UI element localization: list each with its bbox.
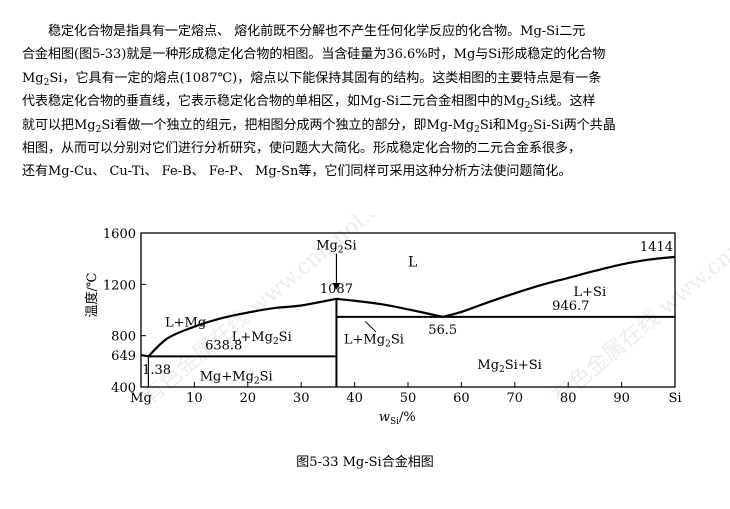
x-tick-label: Si [668,391,681,406]
text-run: Si，它具有一定的熔点(1087℃)，熔点以下能保持其固有的结构。这类相图的主要… [49,70,602,86]
region-leader-line [364,321,377,333]
x-tick-label: 60 [453,391,470,406]
text-run: 合金相图(图5-33)就是一种形成稳定化合物的相图。当含硅量为36.6%时，Mg… [22,47,606,63]
x-tick-label: Mg [130,391,152,406]
paragraph-line: 合金相图(图5-33)就是一种形成稳定化合物的相图。当含硅量为36.6%时，Mg… [22,43,712,66]
region-label: L [408,254,417,270]
label-part: Mg+Mg [200,370,254,385]
paragraph-line: 还有Mg-Cu、 Cu-Ti、 Fe-B、 Fe-P、 Mg-Sn等，它们同样可… [22,160,712,183]
text-run: Si看做一个独立的组元，把相图分成两个独立的部分，即Mg-Mg [101,117,475,133]
x-tick-label: 20 [240,391,257,406]
melting-point-label-si: 1414 [640,240,673,255]
y-axis-label: 温度/℃ [84,273,100,318]
label-part: Si [391,332,404,347]
x-axis-label: wSi/% [379,410,416,427]
text-run: 代表稳定化合物的垂直线，它表示稳定化合物的单相区，如Mg-Si二元合金相图中的M… [22,94,525,110]
text-run: Si和Mg [479,117,528,133]
compound-label: Mg2Si [316,239,356,256]
subscript: 2 [527,124,534,135]
y-tick-label: 1200 [103,278,136,293]
paragraph-line: 稳定化合物是指具有一定熔点、 熔化前既不分解也不产生任何化学反应的化合物。Mg-… [22,20,712,43]
subscript: 2 [474,124,480,135]
paragraph-line: Mg2Si，它具有一定的熔点(1087℃)，熔点以下能保持其固有的结构。这类相图… [22,67,712,90]
eutectic-temp-label-1: 638.8 [205,338,242,353]
eutectic-comp-label-2: 56.5 [428,323,457,338]
region-label: L+Mg [165,316,206,331]
label-subscript: 2 [385,339,391,349]
label-part: Mg [477,358,499,373]
text-run: 稳定化合物是指具有一定熔点、 熔化前既不分解也不产生任何化学反应的化合物。Mg-… [48,24,586,39]
liquidus-curve [336,297,443,318]
mg-si-phase-diagram: 有色金属在线 www.cnmnol.com 有色金属在线 www.cnmnol.c… [84,215,730,427]
subscript: 2 [43,77,50,88]
x-tick-label: 10 [186,391,203,406]
body-paragraph: 稳定化合物是指具有一定熔点、 熔化前既不分解也不产生任何化学反应的化合物。Mg-… [22,20,712,184]
eutectic-temp-label-2: 946.7 [552,299,589,314]
label-subscript: 2 [254,377,260,387]
melting-point-label-mg: 649 [111,349,136,364]
label-part: Si+Si [505,358,542,373]
mg-solvus-line [140,354,149,358]
x-tick-label: 70 [507,391,524,406]
x-tick-label: 90 [613,391,630,406]
y-tick-label: 800 [111,330,136,345]
label-part: Mg [316,239,338,254]
paragraph-line: 代表稳定化合物的垂直线，它表示稳定化合物的单相区，如Mg-Si二元合金相图中的M… [22,90,712,113]
region-label: Mg+Mg2Si [200,370,273,387]
label-part: L+Mg [344,332,385,347]
text-run: 相图，从而可以分别对它们进行分析研究，使问题大大简化。形成稳定化合物的二元合金系… [22,141,582,157]
x-axis-label-sub: Si [390,417,399,427]
compound-arrow-head [332,283,341,290]
x-tick-label: 30 [293,391,310,406]
text-run: Si-Si两个共晶 [533,117,616,133]
region-label: Mg2Si+Si [477,358,541,375]
label-subscript: 2 [338,246,344,256]
liquidus-curve [147,297,337,358]
region-label: L+Mg2Si [344,332,404,349]
paragraph-line: 就可以把Mg2Si看做一个独立的组元，把相图分成两个独立的部分，即Mg-Mg2S… [22,114,712,137]
label-subscript: 2 [499,365,505,375]
x-tick-label: 80 [560,391,577,406]
label-part: L+Mg [232,330,273,345]
label-part: Si [279,330,292,345]
text-run: Si线。这样 [530,94,596,110]
eutectic-comp-label-1: 1.38 [142,363,171,378]
figure-caption: 图5-33 Mg-Si合金相图 [296,455,434,470]
x-tick-label: 50 [400,391,417,406]
region-label: L+Mg2Si [232,330,292,347]
y-tick-label: 1600 [103,227,136,242]
region-label: L+Si [574,285,607,300]
subscript: 2 [95,124,102,135]
text-run: 就可以把Mg [22,117,96,133]
y-tick-label: 400 [111,381,136,396]
liquidus-curve [442,255,676,318]
x-tick-label: 40 [346,391,363,406]
label-subscript: 2 [273,337,279,347]
text-run: Mg [22,70,44,86]
watermark-text-left: 有色金属在线 www.cnmnol.com [138,215,411,410]
compound-melting-label: 1087 [320,282,353,297]
label-part: Si [260,370,273,385]
x-axis-label-main: w [379,410,390,425]
text-run: 还有Mg-Cu、 Cu-Ti、 Fe-B、 Fe-P、 Mg-Sn等，它们同样可… [22,164,572,180]
label-part: Si [344,239,357,254]
subscript: 2 [524,101,531,112]
x-axis-label-unit: /% [399,410,416,425]
paragraph-line: 相图，从而可以分别对它们进行分析研究，使问题大大简化。形成稳定化合物的二元合金系… [22,137,712,160]
